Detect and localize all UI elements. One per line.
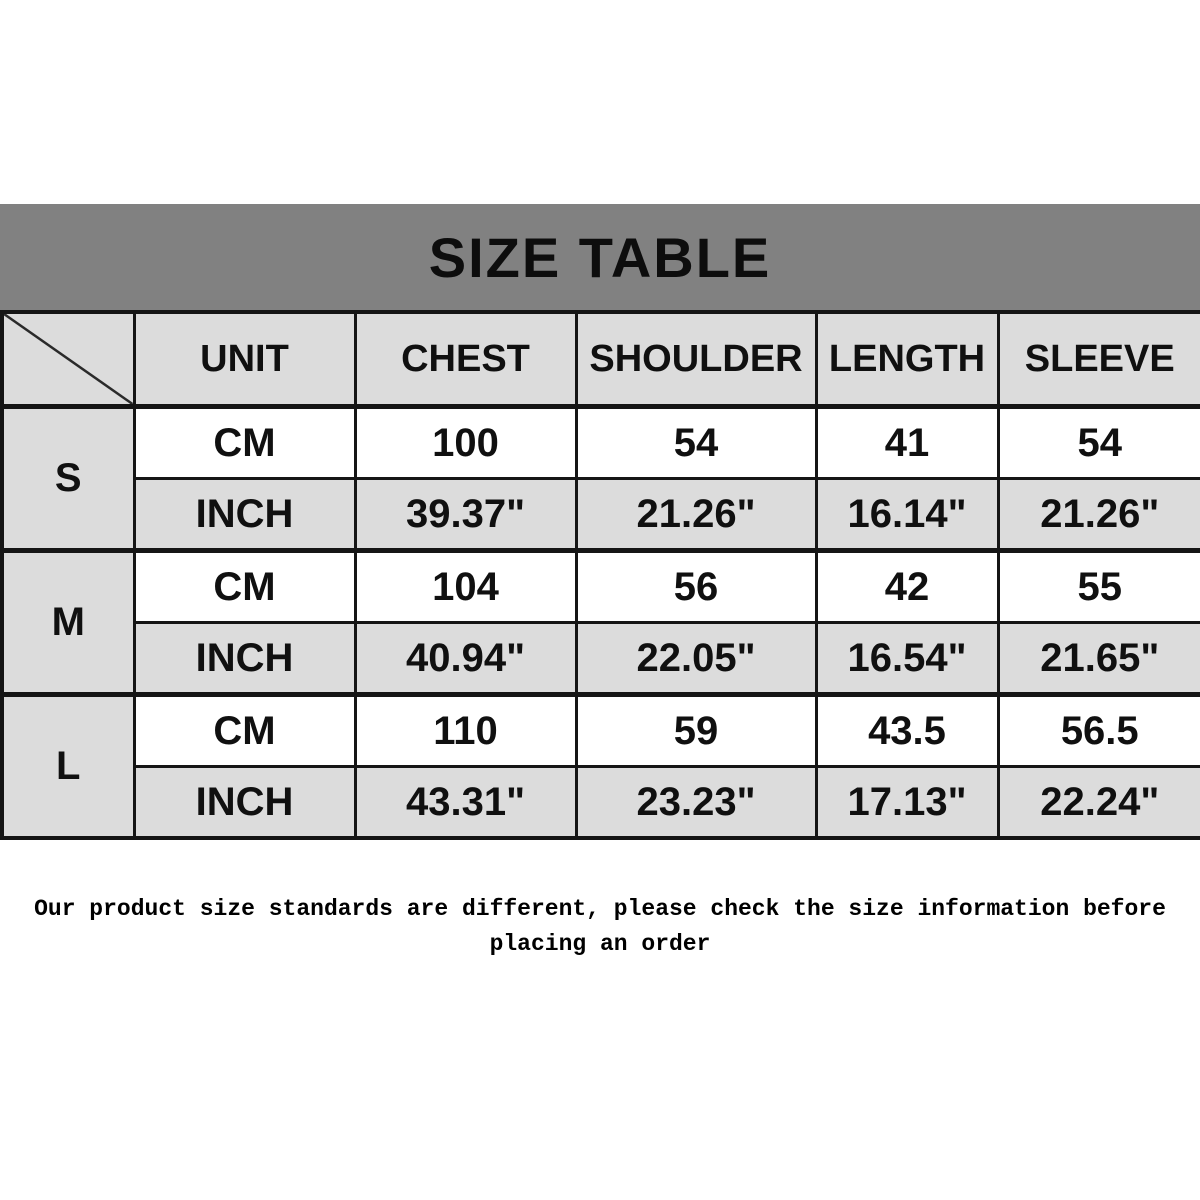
table-row-l-inch: INCH 43.31" 23.23" 17.13" 22.24" — [2, 765, 1200, 840]
value-cell: 56.5 — [996, 692, 1200, 768]
unit-cell: CM — [132, 404, 357, 480]
size-table: UNIT CHEST SHOULDER LENGTH SLEEVE S CM 1… — [0, 310, 1200, 840]
value-cell: 21.26" — [996, 477, 1200, 552]
size-label-s: S — [0, 404, 136, 552]
value-cell: 54 — [996, 404, 1200, 480]
size-note: Our product size standards are different… — [0, 892, 1200, 962]
value-cell: 16.14" — [814, 477, 1000, 552]
size-note-line-2: placing an order — [489, 931, 711, 957]
table-row-m-inch: INCH 40.94" 22.05" 16.54" 21.65" — [2, 621, 1200, 696]
value-cell: 22.24" — [996, 765, 1200, 840]
column-header-unit: UNIT — [132, 310, 357, 408]
value-cell: 42 — [814, 548, 1000, 624]
value-cell: 21.26" — [574, 477, 818, 552]
column-header-length: LENGTH — [814, 310, 1000, 408]
value-cell: 23.23" — [574, 765, 818, 840]
table-row-m-cm: M CM 104 56 42 55 — [0, 548, 1200, 696]
diagonal-cell — [0, 310, 136, 408]
value-cell: 104 — [353, 548, 578, 624]
unit-cell: INCH — [132, 477, 357, 552]
value-cell: 22.05" — [574, 621, 818, 696]
value-cell: 40.94" — [353, 621, 578, 696]
value-cell: 56 — [574, 548, 818, 624]
value-cell: 16.54" — [814, 621, 1000, 696]
value-cell: 59 — [574, 692, 818, 768]
value-cell: 54 — [574, 404, 818, 480]
unit-cell: CM — [132, 548, 357, 624]
unit-cell: CM — [132, 692, 357, 768]
size-label-m: M — [0, 548, 136, 696]
size-table-banner: SIZE TABLE — [0, 204, 1200, 310]
column-header-chest: CHEST — [353, 310, 578, 408]
table-row-l-cm: L CM 110 59 43.5 56.5 — [0, 692, 1200, 840]
size-label-l: L — [0, 692, 136, 840]
column-header-sleeve: SLEEVE — [996, 310, 1200, 408]
column-header-shoulder: SHOULDER — [574, 310, 818, 408]
page-title: SIZE TABLE — [428, 225, 772, 289]
value-cell: 41 — [814, 404, 1000, 480]
value-cell: 21.65" — [996, 621, 1200, 696]
value-cell: 43.5 — [814, 692, 1000, 768]
value-cell: 43.31" — [353, 765, 578, 840]
table-row-s-inch: INCH 39.37" 21.26" 16.14" 21.26" — [2, 477, 1200, 552]
value-cell: 55 — [996, 548, 1200, 624]
value-cell: 39.37" — [353, 477, 578, 552]
value-cell: 110 — [353, 692, 578, 768]
header-row: UNIT CHEST SHOULDER LENGTH SLEEVE — [0, 310, 1200, 408]
value-cell: 100 — [353, 404, 578, 480]
unit-cell: INCH — [132, 765, 357, 840]
size-note-line-1: Our product size standards are different… — [34, 896, 1166, 922]
table-row-s-cm: S CM 100 54 41 54 — [0, 404, 1200, 552]
diagonal-line-icon — [4, 314, 133, 404]
value-cell: 17.13" — [814, 765, 1000, 840]
unit-cell: INCH — [132, 621, 357, 696]
